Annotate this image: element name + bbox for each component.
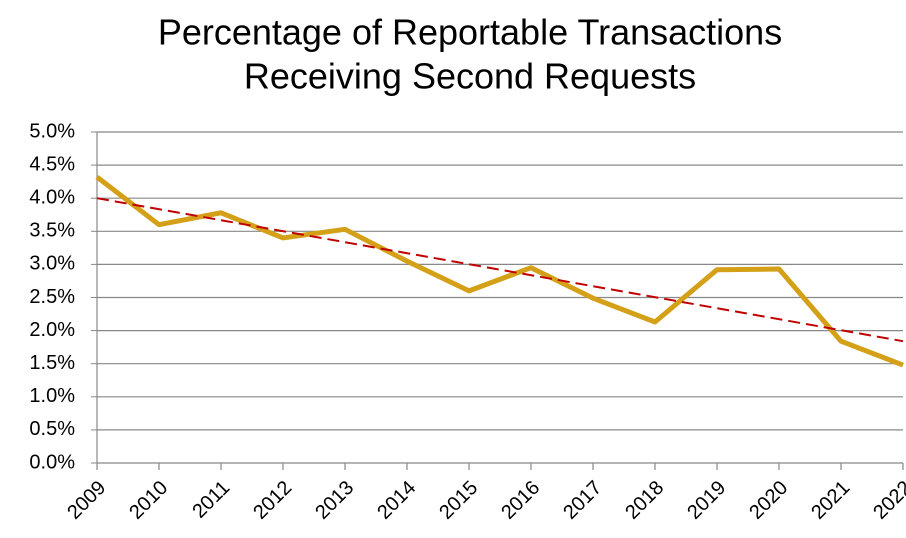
y-tick-label: 1.5% (29, 352, 75, 374)
x-tick-label: 2022 (869, 477, 906, 524)
chart-title: Percentage of Reportable Transactions (158, 12, 782, 53)
x-tick-label: 2016 (497, 477, 544, 524)
y-tick-label: 3.5% (29, 220, 75, 242)
x-tick-label: 2020 (745, 477, 792, 524)
x-tick-label: 2019 (683, 477, 730, 524)
y-tick-label: 4.5% (29, 153, 75, 175)
x-tick-label: 2012 (249, 477, 296, 524)
x-tick-label: 2015 (435, 477, 482, 524)
x-tick-label: 2018 (621, 477, 668, 524)
chart-title: Receiving Second Requests (244, 56, 696, 97)
x-tick-label: 2014 (373, 477, 420, 524)
x-tick-label: 2011 (188, 477, 234, 523)
y-tick-label: 5.0% (29, 120, 75, 142)
x-tick-label: 2021 (807, 477, 854, 524)
y-tick-label: 3.0% (29, 253, 75, 275)
data-line (95, 175, 904, 368)
y-tick-label: 0.0% (29, 451, 75, 473)
y-tick-label: 1.0% (29, 385, 75, 407)
y-tick-label: 2.0% (29, 319, 75, 341)
y-tick-label: 4.0% (29, 186, 75, 208)
trend-line (96, 197, 904, 343)
y-tick-label: 0.5% (29, 418, 75, 440)
x-tick-label: 2010 (125, 477, 172, 524)
x-tick-label: 2017 (559, 477, 606, 524)
y-tick-label: 2.5% (29, 286, 75, 308)
x-tick-label: 2009 (63, 477, 110, 524)
x-tick-label: 2013 (311, 477, 358, 524)
